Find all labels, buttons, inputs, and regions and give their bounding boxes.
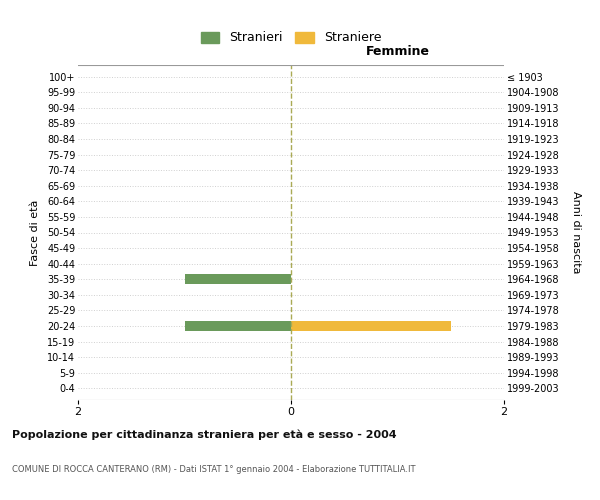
Bar xyxy=(185,321,291,331)
Bar xyxy=(291,321,451,331)
Bar xyxy=(185,274,291,284)
Text: Femmine: Femmine xyxy=(365,46,430,59)
Y-axis label: Fasce di età: Fasce di età xyxy=(30,200,40,266)
Text: COMUNE DI ROCCA CANTERANO (RM) - Dati ISTAT 1° gennaio 2004 - Elaborazione TUTTI: COMUNE DI ROCCA CANTERANO (RM) - Dati IS… xyxy=(12,465,415,474)
Y-axis label: Anni di nascita: Anni di nascita xyxy=(571,191,581,274)
Legend: Stranieri, Straniere: Stranieri, Straniere xyxy=(197,28,385,48)
Text: Popolazione per cittadinanza straniera per età e sesso - 2004: Popolazione per cittadinanza straniera p… xyxy=(12,430,397,440)
